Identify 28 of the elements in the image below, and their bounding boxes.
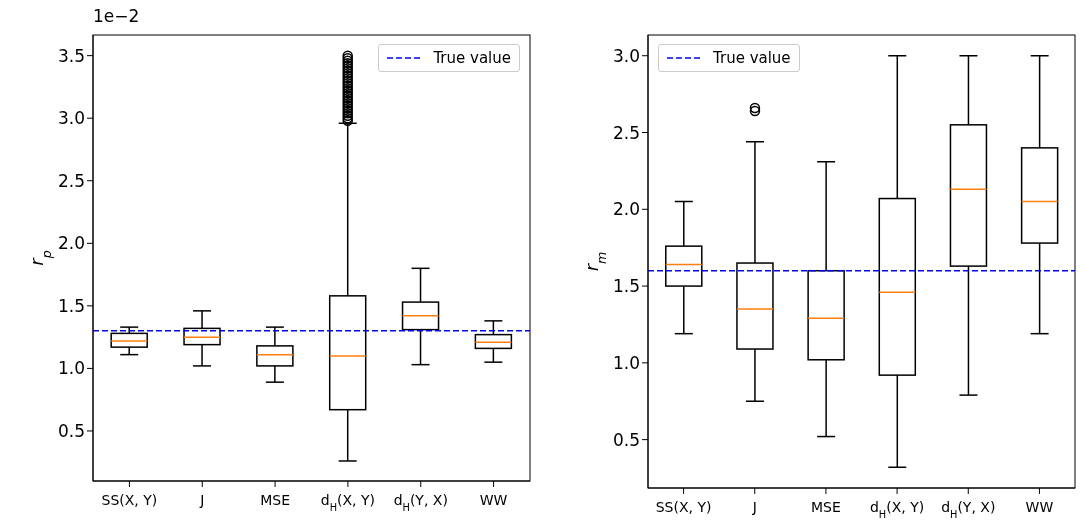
x-tick-label: J bbox=[751, 499, 757, 515]
y-tick-label: 0.5 bbox=[612, 429, 640, 450]
x-tick-label: WW bbox=[479, 492, 508, 508]
legend-label: True value bbox=[713, 49, 791, 67]
y-tick-label: 3.0 bbox=[57, 108, 85, 129]
y-tick-label: 1.0 bbox=[57, 358, 85, 379]
y-tick-label: 2.5 bbox=[57, 170, 85, 191]
x-tick-label: J bbox=[199, 492, 205, 508]
y-tick-label: 3.0 bbox=[612, 45, 640, 66]
y-tick-label: 0.5 bbox=[57, 420, 85, 441]
x-tick-label: d$_{H}$(Y, X) bbox=[393, 492, 448, 513]
x-tick-label: MSE bbox=[811, 499, 841, 515]
x-tick-label: d$_{H}$(Y, X) bbox=[941, 499, 996, 520]
y-tick-label: 1.5 bbox=[57, 295, 85, 316]
x-tick-label: SS(X, Y) bbox=[655, 499, 712, 515]
y-tick-label: 3.5 bbox=[57, 45, 85, 66]
legend-label: True value bbox=[433, 49, 511, 67]
x-tick-label: d$_{H}$(X, Y) bbox=[869, 499, 925, 520]
x-tick-label: MSE bbox=[260, 492, 290, 508]
y-tick-label: 2.0 bbox=[57, 233, 85, 254]
y-tick-label: 1.5 bbox=[612, 276, 640, 297]
x-tick-label: d$_{H}$(X, Y) bbox=[320, 492, 376, 513]
text: 1e−2 bbox=[93, 6, 140, 26]
x-tick-label: SS(X, Y) bbox=[101, 492, 158, 508]
y-tick-label: 1.0 bbox=[612, 352, 640, 373]
y-tick-label: 2.0 bbox=[612, 199, 640, 220]
y-tick-label: 2.5 bbox=[612, 122, 640, 143]
x-tick-label: WW bbox=[1025, 499, 1054, 515]
